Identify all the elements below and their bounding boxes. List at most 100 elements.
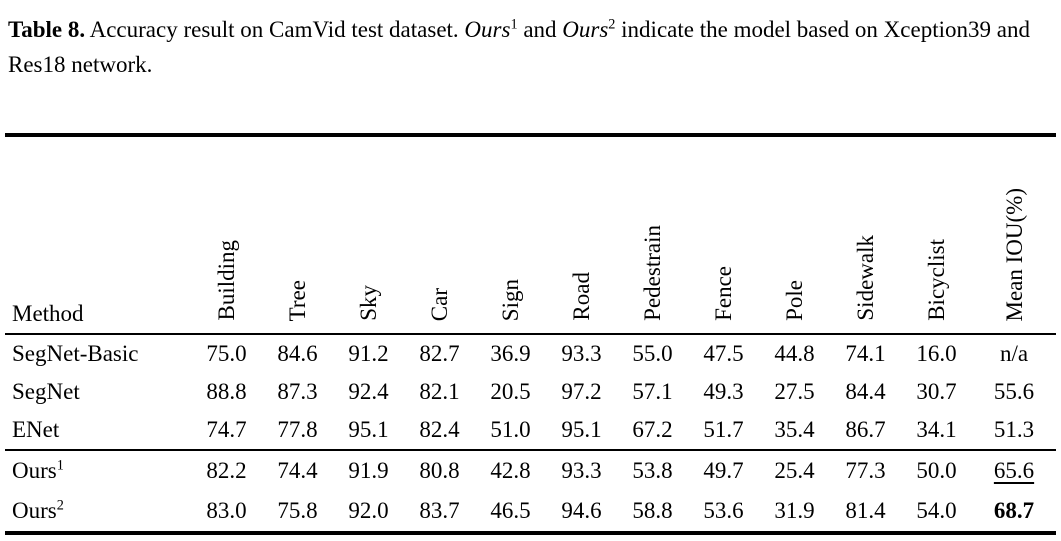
column-header-7: Fence [688,135,759,335]
value-cell: 92.0 [348,498,389,523]
value-cell: 84.6 [277,341,318,366]
value-cell: 74.1 [845,341,886,366]
value-cell: 47.5 [703,341,744,366]
column-header-5: Road [546,135,617,335]
value-cell: 35.4 [759,411,830,451]
caption-label: Table 8. [8,17,86,42]
value-cell: 31.9 [774,498,815,523]
column-header-10: Bicyclist [901,135,972,335]
column-header-0: Building [191,135,262,335]
column-header-label: Road [569,272,594,321]
value-cell: 95.1 [546,411,617,451]
table-row: Ours1 82.2 74.4 91.9 80.8 42.8 93.3 53.8 49.7 25.… [5,450,1056,491]
value-cell: 34.1 [901,411,972,451]
value-cell: 74.7 [191,411,262,451]
value-cell: 54.0 [916,498,957,523]
value-cell: 46.5 [490,498,531,523]
table-caption: Table 8. Accuracy result on CamVid test … [0,0,1045,82]
table-row: Ours2 83.0 75.8 92.0 83.7 46.5 94.6 58.8 53.6 31.… [5,491,1056,533]
value-cell: 82.2 [206,458,247,483]
value-cell: 77.3 [845,458,886,483]
value-cell: 36.9 [490,341,531,366]
value-cell: 82.4 [404,411,475,451]
value-cell: 81.4 [845,498,886,523]
value-cell: n/a [999,341,1029,366]
value-cell: 51.0 [475,411,546,451]
column-header-label: Bicyclist [924,239,949,321]
table-group-1: Ours1 82.2 74.4 91.9 80.8 42.8 93.3 53.8 49.7 25.… [5,450,1056,533]
value-cell: 50.0 [916,458,957,483]
value-cell: 93.3 [561,458,602,483]
column-header-label: Fence [711,266,736,321]
column-header-6: Pedestrain [617,135,688,335]
value-cell: 97.2 [561,379,602,404]
value-cell: 53.8 [632,458,673,483]
table-header-row: Method Building Tree Sky Car Sign Road Pedestr… [5,135,1056,335]
column-header-2: Sky [333,135,404,335]
column-header-label: Building [214,240,239,321]
value-cell: 68.7 [993,498,1035,523]
method-cell: Ours2 [12,497,64,523]
caption-ours2: Ours [562,17,609,42]
value-cell: 74.4 [277,458,318,483]
caption-conjunction: and [523,17,557,42]
value-cell: 84.4 [845,379,886,404]
value-cell: 67.2 [617,411,688,451]
value-cell: 88.8 [206,379,247,404]
value-cell: 91.9 [348,458,389,483]
value-cell: 77.8 [262,411,333,451]
value-cell: 51.3 [972,411,1056,451]
caption-text-1: Accuracy result on CamVid test dataset. [89,17,459,42]
method-cell: SegNet [12,379,80,404]
column-header-label: Sign [498,278,523,321]
value-cell: 49.3 [703,379,744,404]
column-header-3: Car [404,135,475,335]
column-header-label: Pedestrain [640,225,665,321]
caption-text-2: indicate the model based on Xception39 a… [8,17,1030,77]
caption-ours1-sup: 1 [510,16,518,33]
value-cell: 55.6 [993,379,1035,404]
method-superscript: 2 [56,497,64,514]
caption-ours1: Ours [464,17,511,42]
table-row: SegNet-Basic 75.0 84.6 91.2 82.7 36.9 93.3 55.0… [5,334,1056,373]
method-cell: ENet [5,411,191,451]
results-table: Method Building Tree Sky Car Sign Road Pedestr… [5,133,1056,535]
column-header-label: Tree [285,279,310,321]
column-header-label: Pole [782,280,807,321]
table-group-0: SegNet-Basic 75.0 84.6 91.2 82.7 36.9 93.3 55.0… [5,334,1056,451]
value-cell: 83.7 [419,498,460,523]
value-cell: 93.3 [561,341,602,366]
method-cell: Ours1 [12,457,64,483]
method-column-header: Method [5,135,191,335]
value-cell: 58.8 [632,498,673,523]
value-cell: 57.1 [632,379,673,404]
value-cell: 82.7 [419,341,460,366]
value-cell: 65.6 [993,458,1035,483]
column-header-label: Sky [356,285,381,321]
value-cell: 53.6 [703,498,744,523]
value-cell: 75.8 [277,498,318,523]
method-cell: SegNet-Basic [12,341,139,366]
value-cell: 91.2 [348,341,389,366]
column-header-8: Pole [759,135,830,335]
value-cell: 44.8 [774,341,815,366]
value-cell: 82.1 [419,379,460,404]
value-cell: 83.0 [206,498,247,523]
value-cell: 87.3 [277,379,318,404]
table-row: ENet 74.7 77.8 95.1 82.4 51.0 95.1 67.2 51.7 35.4… [5,411,1056,451]
value-cell: 75.0 [206,341,247,366]
value-cell: 16.0 [916,341,957,366]
value-cell: 20.5 [490,379,531,404]
table-row: SegNet 88.8 87.3 92.4 82.1 20.5 97.2 57.1 49.3 27… [5,373,1056,411]
value-cell: 92.4 [348,379,389,404]
column-header-4: Sign [475,135,546,335]
value-cell: 55.0 [632,341,673,366]
value-cell: 51.7 [688,411,759,451]
column-header-1: Tree [262,135,333,335]
method-superscript: 1 [56,457,64,474]
value-cell: 25.4 [774,458,815,483]
value-cell: 30.7 [916,379,957,404]
column-header-9: Sidewalk [830,135,901,335]
value-cell: 94.6 [561,498,602,523]
value-cell: 27.5 [774,379,815,404]
